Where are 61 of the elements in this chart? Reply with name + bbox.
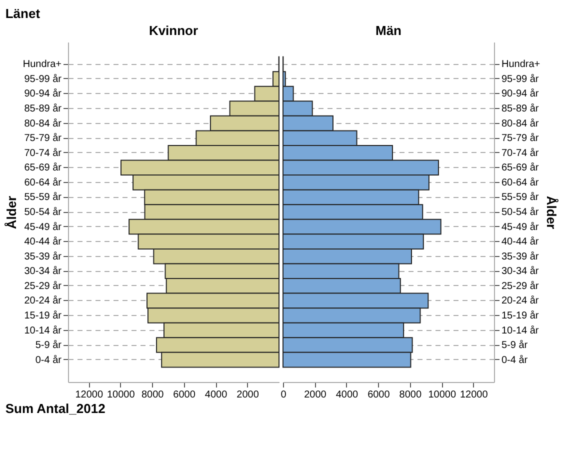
x-tick-label: 6000 [368,390,390,400]
chart-title: Kvinnor [148,23,198,38]
y-tick-label: 40-44 år [502,236,540,248]
y-tick-label: 95-99 år [24,72,62,85]
x-tick-label: 4000 [204,390,228,400]
y-tick-label: 15-19 år [24,309,62,322]
y-tick-label: 55-59 år [24,191,62,204]
x-tick-label: 4000 [336,390,359,400]
y-tick-label: 85-89 år [502,102,540,115]
y-tick-label: 35-39 år [24,250,62,262]
y-tick-label: 20-24 år [24,294,62,307]
y-tick-label: 25-29 år [24,280,62,292]
y-tick-label: 45-49 år [502,220,540,233]
y-tick-label: 10-14 år [502,324,540,336]
y-tick-label: 15-19 år [502,309,540,322]
y-tick-label: 20-24 år [502,294,540,307]
x-tick-label: 6000 [173,390,196,400]
y-tick-label: 95-99 år [502,72,540,85]
x-tick-label: 12000 [75,390,104,400]
y-tick-label: 0-4 år [35,354,62,366]
x-axis-title: Sum Antal_2012 [5,401,106,416]
y-tick-label: 30-34 år [502,265,540,278]
y-tick-label: 60-64 år [502,176,540,188]
y-tick-label: 25-29 år [502,280,540,292]
y-tick-label: 45-49 år [24,220,62,233]
y-tick-label: 55-59 år [502,191,540,204]
y-tick-label: 5-9 år [502,339,528,352]
x-tick-label: 8000 [141,390,164,400]
x-tick-label: 10000 [106,390,136,400]
chart-title: Män [376,23,402,38]
y-tick-label: 90-94 år [502,88,540,100]
y-tick-label: 90-94 år [24,88,62,100]
y-tick-label: 75-79 år [502,132,540,144]
y-tick-label: 85-89 år [24,102,62,115]
y-axis-title: Ålder [544,196,560,230]
y-tick-label: 80-84 år [24,117,62,130]
y-tick-label: 65-69 år [24,162,62,174]
y-tick-label: 65-69 år [502,162,540,174]
y-tick-label: 5-9 år [35,339,62,352]
x-tick-label: 10000 [428,390,456,400]
y-tick-label: 30-34 år [24,265,62,278]
y-tick-label: 75-79 år [24,132,62,144]
x-tick-label: 0 [280,390,287,400]
y-tick-label: 50-54 år [24,206,62,218]
text: Länet [5,6,41,21]
y-tick-label: 0-4 år [502,354,528,366]
y-tick-label: 70-74 år [24,146,62,159]
y-tick-label: 40-44 år [24,236,62,248]
x-tick-label: 2000 [236,390,260,400]
y-tick-label: 70-74 år [502,146,540,159]
x-tick-label: 12000 [460,390,488,400]
y-tick-label: 50-54 år [502,206,540,218]
y-tick-label: Hundra+ [22,59,62,70]
y-tick-label: Hundra+ [502,59,540,70]
y-tick-label: 10-14 år [24,324,62,336]
y-tick-label: 35-39 år [502,250,540,262]
y-tick-label: 60-64 år [24,176,62,188]
y-axis-title: Ålder [4,196,19,230]
y-tick-label: 80-84 år [502,117,540,130]
x-tick-label: 8000 [399,390,422,400]
x-tick-label: 2000 [304,390,327,400]
